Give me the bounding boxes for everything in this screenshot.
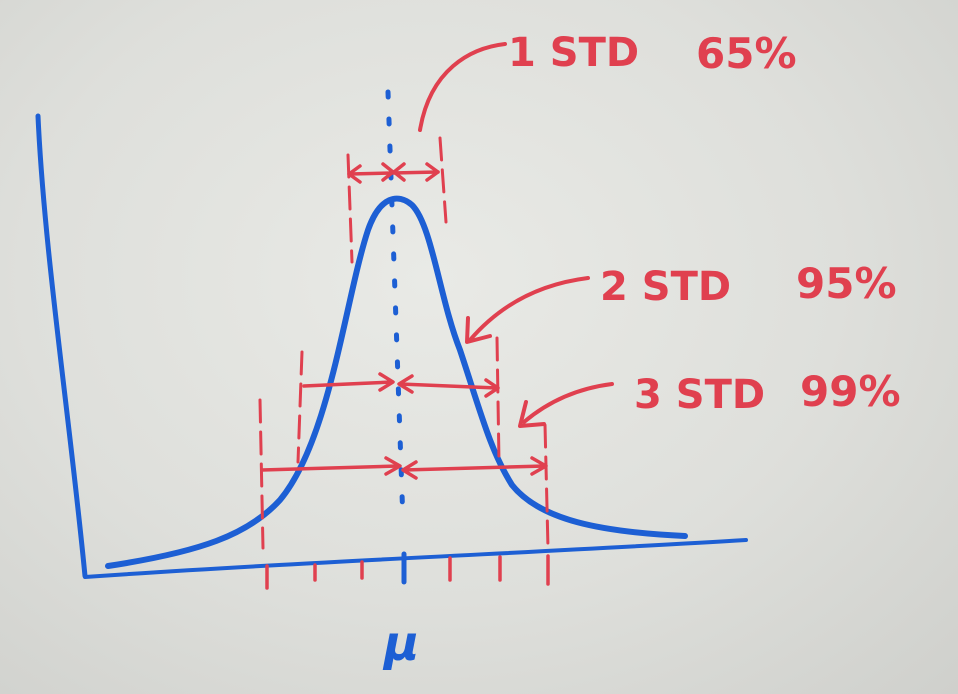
pointer-3std	[522, 382, 614, 424]
y-axis	[35, 113, 88, 579]
pointer-2std	[468, 276, 590, 342]
pointer-1std	[418, 42, 507, 132]
mean-label: μ	[382, 616, 419, 672]
mean-line	[385, 89, 406, 525]
label-3std-pct: 99%	[800, 367, 901, 416]
label-1std-pct: 65%	[696, 29, 797, 78]
two-std-arrows	[302, 372, 500, 398]
boundary-1std-right	[438, 136, 448, 224]
three-std-arrows	[260, 456, 548, 480]
bell-curve	[105, 195, 688, 569]
boundary-2std-right	[495, 336, 501, 464]
boundary-2std-left	[296, 350, 304, 464]
label-3std: 3 STD	[634, 372, 765, 418]
callout-pointers	[418, 42, 614, 428]
label-1std: 1 STD	[508, 30, 639, 76]
x-axis-ticks	[265, 554, 550, 590]
std-boundaries	[258, 136, 550, 550]
label-2std-pct: 95%	[796, 259, 897, 308]
label-2std: 2 STD	[600, 264, 731, 310]
x-axis	[83, 538, 748, 579]
boundary-3std-left	[258, 398, 265, 550]
boundary-3std-right	[543, 423, 550, 550]
one-std-arrows	[347, 162, 440, 184]
